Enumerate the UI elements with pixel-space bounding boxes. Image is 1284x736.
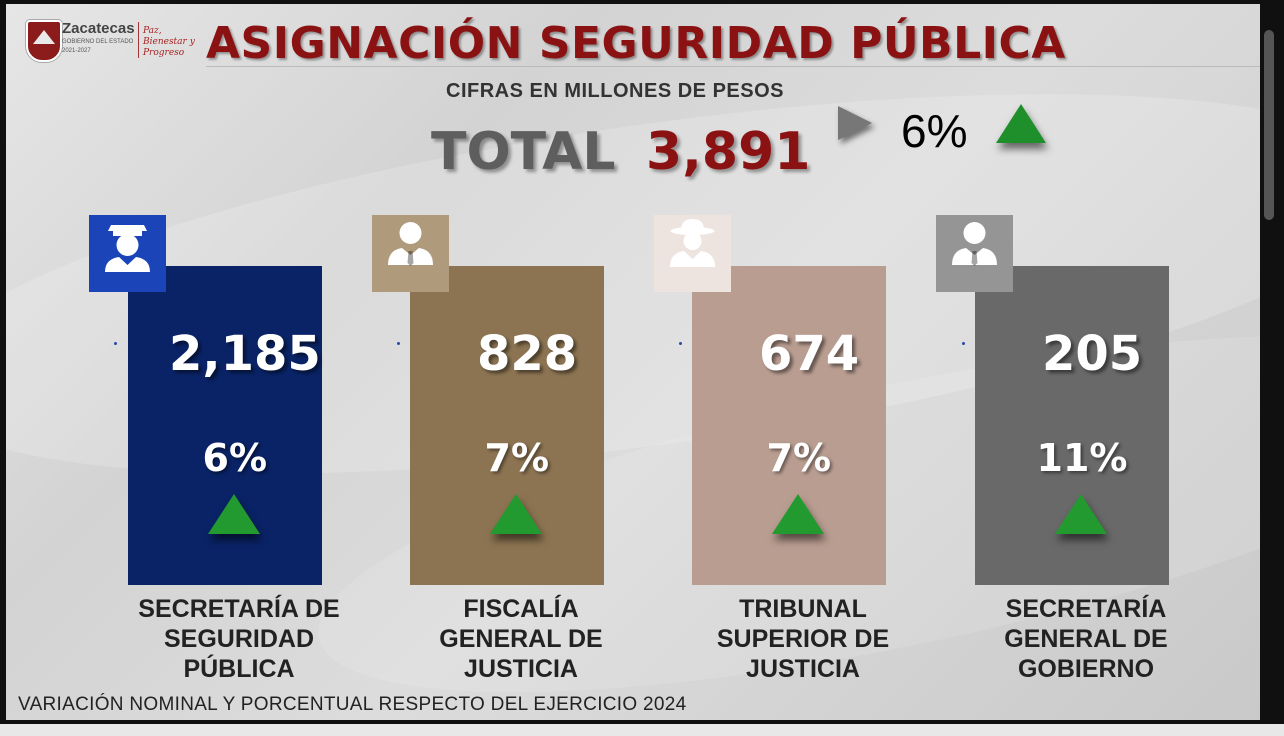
marker-dot [679, 342, 682, 345]
total-change: 6% [901, 105, 968, 157]
up-arrow-icon [490, 494, 542, 534]
category-icon-box [936, 215, 1013, 292]
up-arrow-icon [208, 494, 260, 534]
up-arrow-icon [772, 494, 824, 534]
logo-slogan: Paz, Bienestar y Progreso [143, 26, 195, 58]
bar-value-label: 2,185 [169, 326, 321, 382]
businessman-icon [936, 215, 1013, 296]
next-slide-strip [0, 724, 1284, 736]
bar [410, 266, 604, 585]
total-value: 3,891 [646, 122, 811, 182]
logo-divider [138, 22, 139, 58]
bar-change-label: 7% [484, 436, 550, 480]
category-label-line: PÚBLICA [183, 655, 295, 683]
marker-dot [397, 342, 400, 345]
up-arrow-icon [1055, 494, 1107, 534]
category-icon-box [89, 215, 166, 292]
category-label-line: SECRETARÍA [1005, 595, 1167, 623]
pointer-arrow-icon [838, 106, 872, 140]
category-label-line: SUPERIOR DE [716, 625, 890, 653]
scrollbar[interactable] [1264, 30, 1274, 220]
category-label-line: GOBIERNO [1017, 655, 1155, 683]
category-label: FISCALÍA GENERAL DE JUSTICIA [371, 594, 671, 684]
category-label: SECRETARÍA DE SEGURIDAD PÚBLICA [89, 594, 389, 684]
category-label-line: SECRETARÍA DE [138, 595, 340, 623]
bar-value-label: 674 [759, 326, 860, 382]
bar-value-label: 828 [477, 326, 578, 382]
businessman-icon [372, 215, 449, 296]
logo-name: Zacatecas [62, 20, 135, 37]
detective-icon [654, 215, 731, 296]
bar [128, 266, 322, 585]
logo-subtitle: GOBIERNO DEL ESTADO [62, 39, 134, 45]
footnote: VARIACIÓN NOMINAL Y PORCENTUAL RESPECTO … [18, 694, 687, 715]
marker-dot [114, 342, 117, 345]
category-label: TRIBUNAL SUPERIOR DE JUSTICIA [653, 594, 953, 684]
zacatecas-logo: Zacatecas GOBIERNO DEL ESTADO 2021-2027 … [26, 18, 206, 62]
total-label: TOTAL [431, 122, 616, 182]
slide-title: ASIGNACIÓN SEGURIDAD PÚBLICA [206, 18, 1066, 69]
category-label-line: GENERAL DE [1004, 625, 1168, 653]
slide-subtitle: CIFRAS EN MILLONES DE PESOS [446, 80, 784, 102]
police-officer-icon [89, 215, 166, 296]
bar [692, 266, 886, 585]
category-icon-box [654, 215, 731, 292]
category-icon-box [372, 215, 449, 292]
bar-change-label: 7% [766, 436, 832, 480]
title-divider [206, 66, 1260, 67]
slide: Zacatecas GOBIERNO DEL ESTADO 2021-2027 … [6, 4, 1260, 720]
bar [975, 266, 1169, 585]
category-label-line: FISCALÍA [463, 595, 579, 623]
bar-value-label: 205 [1042, 326, 1143, 382]
category-label-line: JUSTICIA [464, 655, 578, 683]
category-label-line: JUSTICIA [746, 655, 860, 683]
shield-icon [26, 20, 62, 62]
bar-change-label: 6% [202, 436, 268, 480]
category-label: SECRETARÍA GENERAL DE GOBIERNO [936, 594, 1236, 684]
up-arrow-icon [996, 104, 1046, 143]
category-label-line: SEGURIDAD [163, 625, 314, 653]
category-label-line: TRIBUNAL [739, 595, 867, 623]
bar-change-label: 11% [1036, 436, 1128, 480]
category-label-line: GENERAL DE [439, 625, 603, 653]
marker-dot [962, 342, 965, 345]
logo-years: 2021-2027 [62, 48, 91, 54]
